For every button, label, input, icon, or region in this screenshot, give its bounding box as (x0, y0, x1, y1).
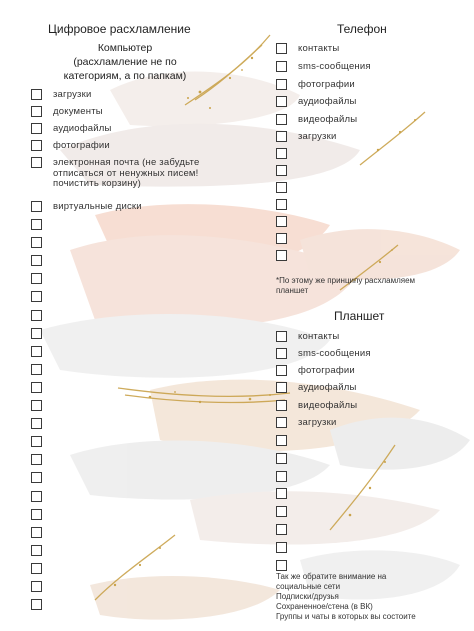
computer-subtitle-line3: категориям, а по папкам) (63, 70, 187, 82)
item-label: аудиофайлы (53, 123, 112, 134)
empty-checkbox[interactable] (31, 219, 42, 230)
checkbox-phone-contacts[interactable] (276, 43, 287, 54)
item-label: фотографии (298, 365, 355, 376)
computer-subtitle-line2: (расхламление не по (73, 56, 177, 68)
empty-checkbox[interactable] (31, 454, 42, 465)
empty-checkbox[interactable] (31, 364, 42, 375)
social-networks-note: Так же обратите внимание на социальные с… (276, 572, 416, 622)
checkbox-tablet-photos[interactable] (276, 365, 287, 376)
empty-checkbox[interactable] (31, 418, 42, 429)
item-label: аудиофайлы (298, 382, 357, 393)
empty-checkbox[interactable] (31, 491, 42, 502)
checkbox-documents[interactable] (31, 106, 42, 117)
empty-checkbox[interactable] (31, 436, 42, 447)
checkbox-phone-photos[interactable] (276, 79, 287, 90)
checkbox-phone-video[interactable] (276, 114, 287, 125)
checkbox-downloads[interactable] (31, 89, 42, 100)
empty-checkbox[interactable] (31, 382, 42, 393)
empty-checkbox[interactable] (276, 471, 287, 482)
item-label: загрузки (298, 131, 337, 142)
computer-subtitle: Компьютер (расхламление не по категориям… (60, 41, 190, 83)
empty-checkbox[interactable] (31, 255, 42, 266)
item-label: виртуальные диски (53, 201, 142, 212)
phone-section-header: Телефон (337, 22, 387, 36)
checkbox-phone-downloads[interactable] (276, 131, 287, 142)
checkbox-audio[interactable] (31, 123, 42, 134)
empty-checkbox[interactable] (31, 599, 42, 610)
empty-checkbox[interactable] (276, 560, 287, 571)
empty-checkbox[interactable] (31, 527, 42, 538)
empty-checkbox[interactable] (276, 488, 287, 499)
note-line: социальные сети (276, 582, 341, 591)
empty-checkbox[interactable] (276, 453, 287, 464)
empty-checkbox[interactable] (31, 563, 42, 574)
checkbox-tablet-video[interactable] (276, 400, 287, 411)
empty-checkbox[interactable] (31, 328, 42, 339)
tablet-section-header: Планшет (334, 309, 385, 323)
item-label: sms-сообщения (298, 348, 371, 359)
checkbox-phone-sms[interactable] (276, 61, 287, 72)
empty-checkbox[interactable] (276, 233, 287, 244)
note-line: Так же обратите внимание на (276, 572, 387, 581)
checkbox-virtual-disks[interactable] (31, 201, 42, 212)
empty-checkbox[interactable] (276, 506, 287, 517)
empty-checkbox[interactable] (31, 400, 42, 411)
item-label: загрузки (53, 89, 92, 100)
checkbox-photos[interactable] (31, 140, 42, 151)
empty-checkbox[interactable] (276, 542, 287, 553)
item-label: видеофайлы (298, 114, 358, 125)
note-line: Подписки/друзья (276, 592, 339, 601)
empty-checkbox[interactable] (31, 291, 42, 302)
empty-checkbox[interactable] (31, 472, 42, 483)
empty-checkbox[interactable] (276, 524, 287, 535)
checkbox-tablet-contacts[interactable] (276, 331, 287, 342)
item-label: видеофайлы (298, 400, 358, 411)
checkbox-tablet-audio[interactable] (276, 382, 287, 393)
empty-checkbox[interactable] (276, 148, 287, 159)
empty-checkbox[interactable] (31, 237, 42, 248)
empty-checkbox[interactable] (276, 250, 287, 261)
note-line: Группы и чаты в которых вы состоите (276, 612, 416, 621)
item-label: аудиофайлы (298, 96, 357, 107)
item-label: загрузки (298, 417, 337, 428)
item-label: sms-сообщения (298, 61, 371, 72)
item-label: фотографии (298, 79, 355, 90)
empty-checkbox[interactable] (31, 273, 42, 284)
empty-checkbox[interactable] (31, 310, 42, 321)
note-line: Сохраненное/стена (в ВК) (276, 602, 373, 611)
empty-checkbox[interactable] (276, 435, 287, 446)
empty-checkbox[interactable] (276, 216, 287, 227)
empty-checkbox[interactable] (31, 581, 42, 592)
item-label: контакты (298, 43, 340, 54)
checkbox-email[interactable] (31, 157, 42, 168)
empty-checkbox[interactable] (276, 182, 287, 193)
checkbox-tablet-downloads[interactable] (276, 417, 287, 428)
empty-checkbox[interactable] (276, 165, 287, 176)
checkbox-tablet-sms[interactable] (276, 348, 287, 359)
empty-checkbox[interactable] (31, 509, 42, 520)
empty-checkbox[interactable] (31, 346, 42, 357)
item-label: электронная почта (не забудьте отписатьс… (53, 157, 200, 189)
empty-checkbox[interactable] (31, 545, 42, 556)
computer-subtitle-line1: Компьютер (97, 42, 153, 54)
checkbox-phone-audio[interactable] (276, 96, 287, 107)
phone-note: *По этому же принципу расхламляем планше… (276, 276, 416, 295)
item-label: фотографии (53, 140, 110, 151)
empty-checkbox[interactable] (276, 199, 287, 210)
item-label: документы (53, 106, 103, 117)
computer-section-header: Цифровое расхламление (48, 22, 191, 36)
item-label: контакты (298, 331, 340, 342)
